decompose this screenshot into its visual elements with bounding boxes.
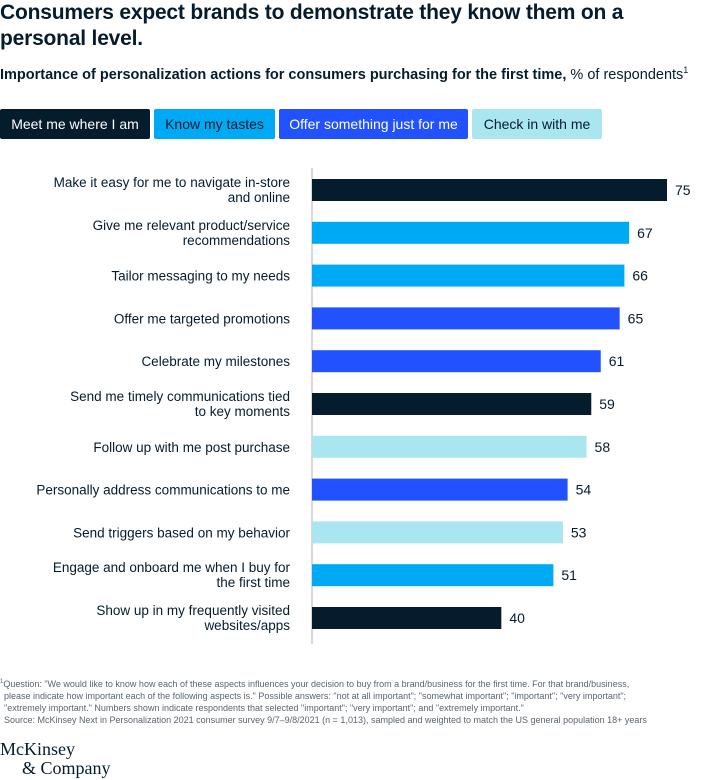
legend-item-check-in-with-me: Check in with me (472, 109, 602, 139)
footnote-source: Source: McKinsey Next in Personalization… (4, 715, 647, 725)
data-label: 59 (599, 396, 615, 412)
category-label: Send me timely communications tied to key… (70, 389, 290, 419)
data-label: 54 (576, 482, 592, 498)
category-label: Engage and onboard me when I buy for the … (53, 560, 291, 590)
chart-title: Consumers expect brands to demonstrate t… (0, 1, 624, 50)
subtitle-unit: % of respondents (566, 66, 684, 83)
subtitle-footnote-mark: 1 (683, 65, 689, 75)
category-label: Show up in my frequently visited websites… (96, 603, 290, 633)
bar-chart: 75 Make it easy for me to navigate in-sto… (36, 168, 691, 644)
data-label: 53 (571, 524, 587, 540)
bar (312, 393, 592, 415)
category-label: Follow up with me post purchase (93, 440, 290, 455)
data-label: 40 (509, 610, 525, 626)
subtitle-bold: Importance of personalization actions fo… (0, 66, 567, 83)
footnote-mark: 1 (0, 679, 4, 685)
category-label: Send triggers based on my behavior (73, 525, 290, 540)
category-label: Offer me targeted promotions (114, 311, 290, 326)
legend-item-know-my-tastes: Know my tastes (154, 109, 275, 139)
data-label: 75 (675, 182, 691, 198)
data-label: 51 (561, 567, 577, 583)
chart-subtitle: Importance of personalization actions fo… (0, 65, 688, 83)
data-label: 67 (637, 225, 653, 241)
category-label: Give me relevant product/service recommen… (93, 218, 291, 248)
mckinsey-logo: McKinsey & Company (0, 740, 111, 778)
logo-line-2: & Company (22, 758, 111, 778)
bar (312, 478, 568, 501)
bar (312, 179, 667, 201)
category-label: Make it easy for me to navigate in-store… (54, 175, 290, 205)
data-label: 61 (609, 353, 625, 369)
data-label: 65 (628, 310, 644, 326)
category-label: Personally address communications to me (36, 483, 290, 498)
bar (312, 564, 554, 587)
bar (312, 264, 625, 287)
footnote-line-1: 1Question: "We would like to know how ea… (0, 679, 630, 689)
footnote: 1Question: "We would like to know how ea… (0, 676, 728, 726)
footnote-line-2: please indicate how important each of th… (4, 691, 627, 701)
data-label: 58 (595, 439, 611, 455)
bar (312, 350, 601, 373)
legend-item-offer-something-just-for-me: Offer something just for me (279, 109, 468, 139)
bar (312, 435, 587, 458)
category-label: Celebrate my milestones (141, 354, 290, 369)
bar (312, 521, 563, 544)
bar (312, 307, 620, 330)
category-label: Tailor messaging to my needs (111, 269, 290, 284)
logo-line-1: McKinsey (0, 739, 75, 759)
legend-item-meet-me-where-i-am: Meet me where I am (0, 109, 150, 139)
bar (312, 607, 502, 629)
footnote-line-3: "extremely important." Numbers shown ind… (4, 703, 524, 713)
bar (312, 221, 630, 244)
data-label: 66 (632, 268, 648, 284)
